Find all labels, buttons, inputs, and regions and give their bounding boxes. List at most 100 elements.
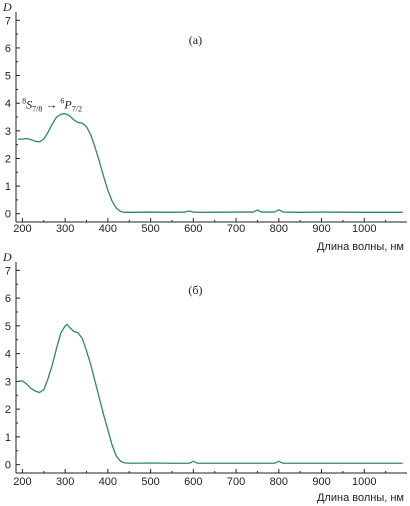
data-point: [82, 338, 83, 339]
data-point: [47, 378, 48, 379]
data-point: [124, 212, 125, 213]
data-point: [52, 123, 53, 124]
annotation-part: P: [63, 98, 72, 112]
data-point: [235, 211, 236, 212]
data-point: [278, 209, 279, 210]
data-point: [60, 332, 61, 333]
data-point: [18, 139, 19, 140]
data-point: [43, 389, 44, 390]
data-point: [60, 114, 61, 115]
data-point: [120, 211, 121, 212]
data-point: [116, 456, 117, 457]
panel-a: 0 1 2 3 4 5 6 7 200 300 400 500 600 700 800 900 1000 D Дли…: [2, 0, 407, 253]
y-tick-label: 2: [5, 153, 11, 165]
data-point: [257, 210, 258, 211]
annotation-part: S: [26, 98, 32, 112]
x-tick-label: 300: [56, 223, 74, 235]
y-axis-label: D: [2, 0, 12, 14]
data-point: [103, 414, 104, 415]
data-point: [22, 380, 23, 381]
absorption-spectrum-line: [18, 323, 403, 464]
x-tick-label: 600: [184, 223, 202, 235]
data-point: [69, 115, 70, 116]
data-point: [30, 139, 31, 140]
data-point: [167, 212, 168, 213]
data-point: [282, 463, 283, 464]
x-tick-label: 300: [56, 476, 74, 488]
data-point: [274, 463, 275, 464]
annotation-part: 7/8: [32, 105, 42, 114]
data-point: [261, 211, 262, 212]
x-axis-label: Длина волны, нм: [317, 492, 404, 504]
x-tick-label: 800: [270, 476, 288, 488]
data-point: [82, 122, 83, 123]
data-point: [193, 461, 194, 462]
data-point: [321, 463, 322, 464]
data-point: [47, 132, 48, 133]
data-point: [90, 134, 91, 135]
data-point: [35, 391, 36, 392]
data-point: [274, 211, 275, 212]
transition-annotation: 8S7/8 → 6P7/2: [22, 97, 82, 114]
data-point: [103, 176, 104, 177]
data-point: [112, 201, 113, 202]
data-point: [282, 211, 283, 212]
data-point: [39, 392, 40, 393]
y-tick-label: 7: [5, 15, 11, 27]
y-tick-label: 3: [5, 126, 11, 138]
data-point: [171, 463, 172, 464]
data-point: [56, 347, 57, 348]
x-tick-label: 500: [141, 223, 159, 235]
absorption-spectrum-line: [18, 113, 403, 213]
data-point: [120, 461, 121, 462]
y-tick-label: 5: [5, 71, 11, 83]
data-point: [65, 325, 66, 326]
y-tick-label: 1: [5, 432, 11, 444]
panel-label: (б): [188, 283, 202, 297]
data-point: [107, 429, 108, 430]
x-tick-label: 200: [13, 223, 31, 235]
x-axis-label: Длина волны, нм: [317, 241, 404, 253]
data-point: [94, 381, 95, 382]
y-tick-label: 6: [5, 293, 11, 305]
data-point: [402, 463, 403, 464]
data-point: [278, 461, 279, 462]
data-point: [18, 381, 19, 382]
x-tick-label: 700: [227, 476, 245, 488]
data-point: [73, 331, 74, 332]
annotation-part: 7/2: [72, 105, 82, 114]
x-tick-label: 1000: [352, 476, 376, 488]
x-tick-label: 700: [227, 223, 245, 235]
data-point: [94, 147, 95, 148]
data-point: [22, 139, 23, 140]
annotation-part: 8: [22, 97, 26, 106]
panel-label: (а): [189, 33, 202, 47]
data-point: [77, 332, 78, 333]
data-point: [253, 211, 254, 212]
y-tick-label: 2: [5, 404, 11, 416]
data-point: [124, 462, 125, 463]
data-point: [90, 364, 91, 365]
data-point: [184, 211, 185, 212]
annotation-part: 6: [60, 97, 64, 106]
y-tick-label: 0: [5, 460, 11, 472]
data-point: [77, 122, 78, 123]
x-tick-label: 500: [141, 476, 159, 488]
y-tick-label: 7: [5, 265, 11, 277]
data-point: [300, 212, 301, 213]
data-point: [214, 463, 215, 464]
data-point: [39, 141, 40, 142]
data-point: [52, 364, 53, 365]
data-point: [197, 463, 198, 464]
data-point: [30, 388, 31, 389]
data-point: [364, 463, 365, 464]
data-point: [56, 116, 57, 117]
data-point: [86, 350, 87, 351]
data-point: [99, 397, 100, 398]
y-tick-label: 4: [5, 98, 11, 110]
x-tick-label: 1000: [352, 223, 376, 235]
data-point: [86, 126, 87, 127]
data-point: [26, 138, 27, 139]
y-tick-label: 0: [5, 209, 11, 221]
